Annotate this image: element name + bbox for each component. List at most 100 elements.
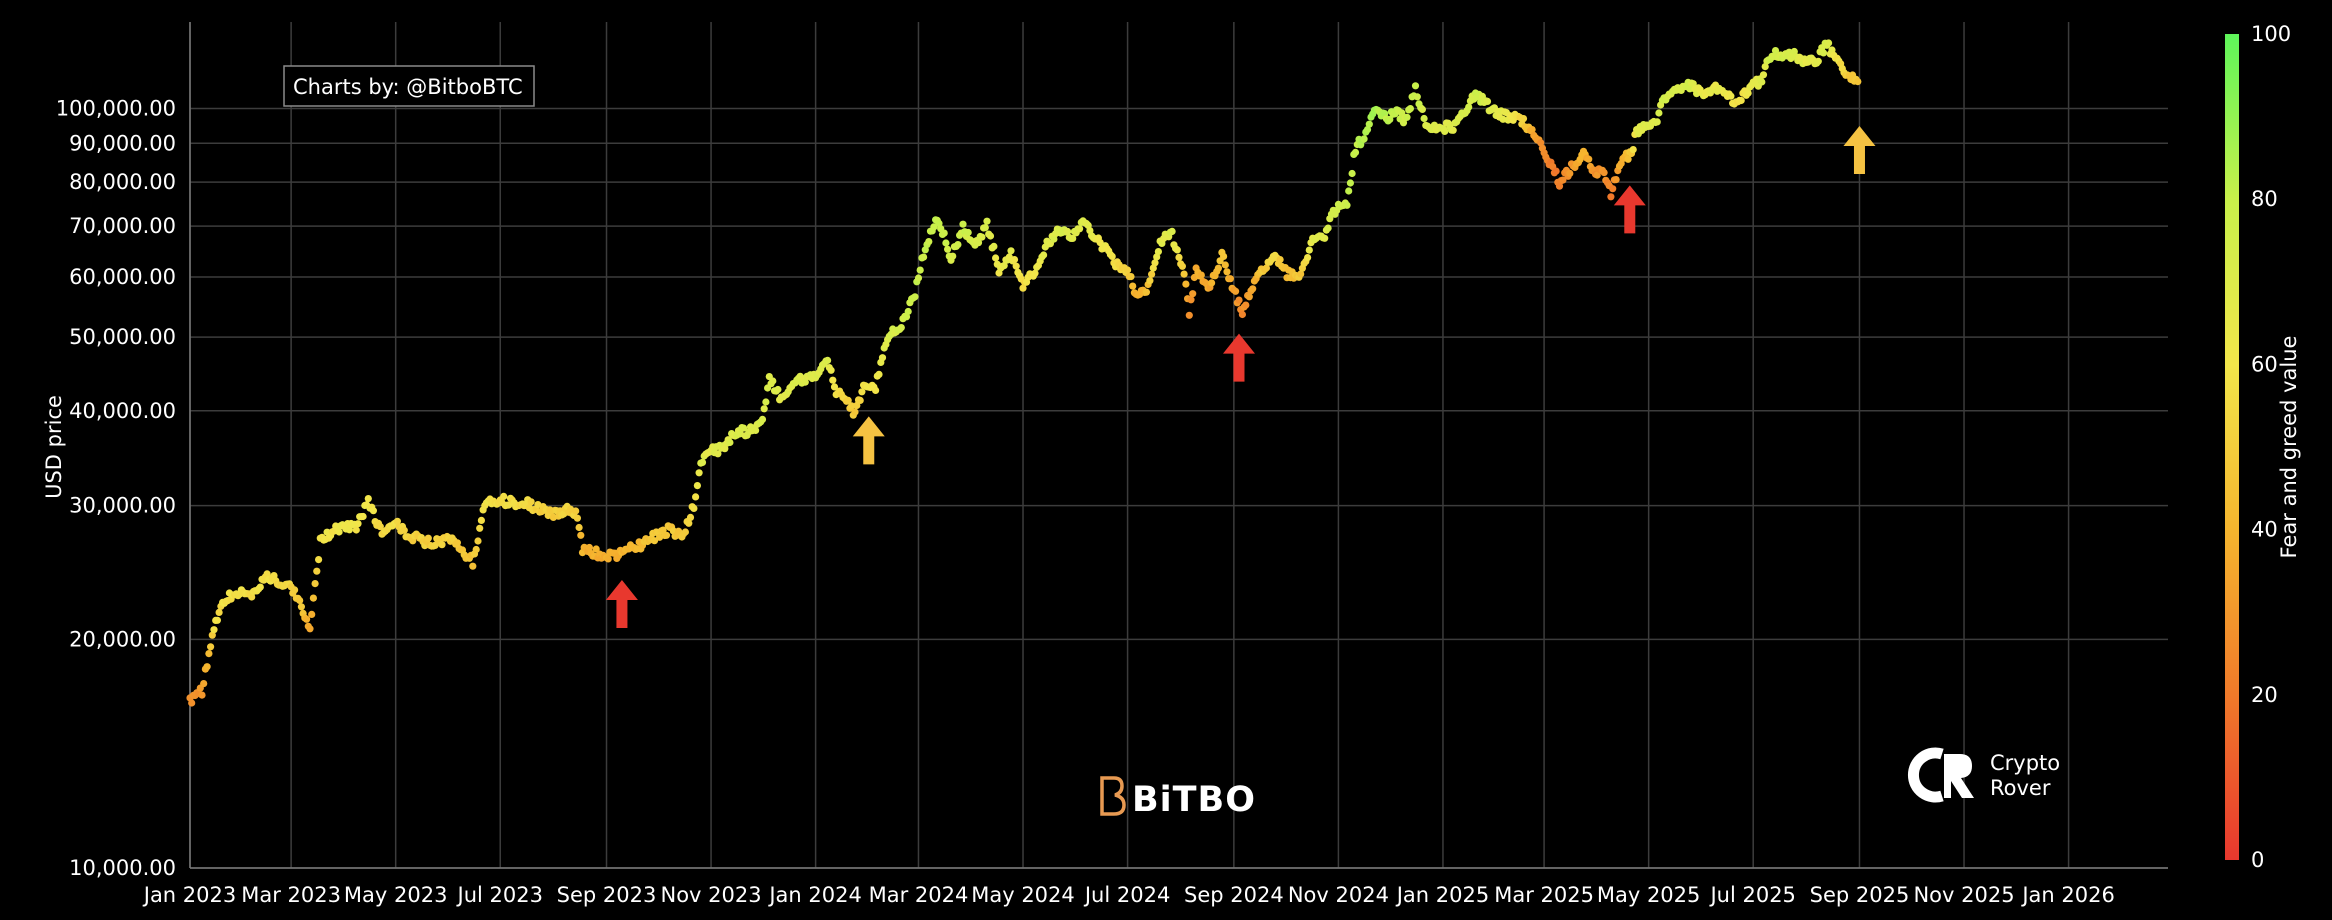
- data-point: [693, 482, 702, 490]
- data-point: [359, 512, 367, 521]
- data-point: [572, 507, 580, 515]
- data-point: [858, 388, 866, 396]
- data-point: [1346, 179, 1354, 187]
- data-point: [824, 356, 832, 364]
- data-point: [986, 232, 995, 240]
- x-tick-label: Sep 2024: [1184, 883, 1284, 907]
- data-point: [1537, 139, 1545, 147]
- x-tick-label: Mar 2024: [869, 883, 969, 907]
- data-point: [592, 545, 600, 553]
- x-tick-label: Jul 2023: [456, 883, 543, 907]
- data-point: [714, 450, 722, 458]
- data-point: [1420, 114, 1428, 123]
- data-point: [203, 663, 211, 671]
- data-point: [1245, 293, 1253, 301]
- data-point: [1441, 127, 1449, 135]
- data-point: [198, 691, 206, 699]
- data-point: [1624, 155, 1632, 163]
- data-point: [920, 253, 928, 261]
- data-point: [573, 514, 582, 522]
- data-point: [477, 516, 485, 525]
- data-point: [769, 377, 777, 385]
- data-point: [200, 680, 208, 688]
- data-point: [1609, 185, 1617, 193]
- data-point: [1351, 148, 1360, 156]
- data-point: [844, 396, 852, 404]
- data-point: [604, 555, 612, 563]
- arrow-up-icon: [852, 416, 885, 465]
- data-point: [1031, 269, 1039, 277]
- data-point: [692, 493, 700, 501]
- data-point: [1519, 115, 1528, 123]
- data-point: [1168, 227, 1176, 235]
- data-point: [188, 699, 196, 707]
- data-point: [1689, 80, 1697, 88]
- data-point: [1124, 266, 1132, 274]
- data-point: [1154, 248, 1162, 256]
- data-point: [215, 608, 223, 617]
- y-tick-label: 50,000.00: [69, 325, 176, 349]
- colorbar-title: Fear and greed value: [2277, 336, 2301, 559]
- data-point: [1825, 39, 1833, 47]
- crypto-rover-logo: Crypto Rover: [1907, 747, 2060, 803]
- bitbo-wordmark: BiTBO: [1132, 780, 1256, 820]
- data-point: [1108, 252, 1116, 260]
- data-point: [1076, 225, 1084, 233]
- arrow-up-icon: [1613, 185, 1646, 234]
- data-point: [1010, 256, 1019, 264]
- data-point: [1559, 176, 1567, 184]
- data-point: [981, 224, 989, 232]
- data-point: [659, 526, 667, 534]
- data-point: [698, 458, 707, 466]
- data-point: [954, 241, 962, 249]
- data-point: [875, 370, 883, 378]
- data-point: [1173, 246, 1181, 254]
- data-point: [208, 631, 216, 639]
- data-point: [1148, 270, 1156, 278]
- data-point: [1197, 271, 1205, 279]
- data-point: [681, 528, 690, 536]
- y-tick-label: 20,000.00: [69, 627, 176, 651]
- data-point: [1483, 97, 1492, 105]
- y-tick-label: 10,000.00: [69, 856, 176, 880]
- axis-layer: 10,000.00 20,000.00 30,000.00 40,000.00 50,0…: [56, 22, 2168, 907]
- data-point: [1223, 268, 1231, 276]
- crypto-rover-wordmark-line2: Rover: [1990, 776, 2051, 800]
- credit-box: Charts by: @BitboBTC: [283, 65, 535, 107]
- data-point: [1555, 182, 1564, 190]
- data-point: [585, 543, 594, 552]
- colorbar-gradient: [2225, 34, 2239, 860]
- colorbar-tick-label: 60: [2251, 352, 2278, 376]
- data-point: [848, 402, 856, 410]
- data-point: [424, 534, 432, 542]
- data-point: [248, 593, 256, 601]
- data-point: [1208, 279, 1216, 287]
- data-point: [1653, 118, 1661, 126]
- data-point: [1238, 310, 1246, 319]
- data-point: [878, 354, 887, 362]
- data-point: [1178, 262, 1186, 270]
- data-point: [911, 293, 919, 301]
- data-point: [1814, 57, 1822, 65]
- data-point: [942, 239, 950, 247]
- data-point: [992, 254, 1000, 262]
- crypto-rover-c-icon: [1907, 747, 1944, 803]
- data-point: [1418, 105, 1426, 113]
- data-point: [940, 229, 948, 237]
- data-point: [964, 228, 972, 237]
- data-point: [1761, 63, 1769, 71]
- data-point: [650, 537, 659, 545]
- x-tick-label: May 2024: [971, 883, 1075, 907]
- data-point: [1249, 285, 1257, 293]
- data-point: [205, 650, 213, 658]
- data-point: [1343, 201, 1351, 209]
- y-tick-label: 30,000.00: [69, 494, 176, 518]
- crypto-rover-wordmark-line1: Crypto: [1990, 751, 2060, 775]
- data-point: [1449, 126, 1457, 134]
- data-point: [1019, 284, 1027, 292]
- x-tick-label: Jan 2026: [2020, 883, 2115, 907]
- data-point: [472, 545, 480, 554]
- data-point: [801, 378, 809, 386]
- x-tick-label: Nov 2025: [1913, 883, 2014, 907]
